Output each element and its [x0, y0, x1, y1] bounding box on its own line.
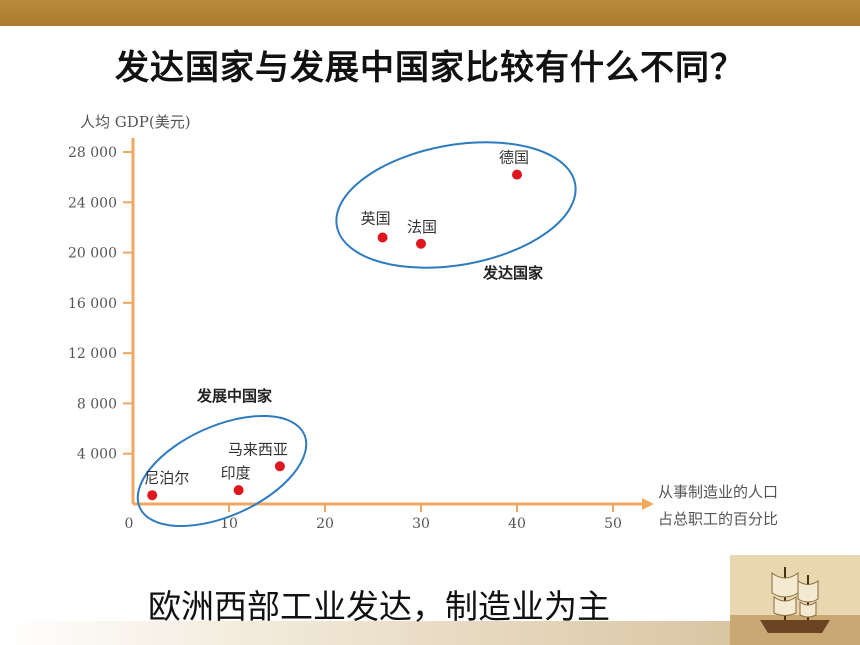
data-point-label: 法国: [407, 218, 437, 236]
y-axis-label: 人均 GDP(美元): [80, 113, 191, 131]
data-point: [147, 490, 158, 501]
y-tick-label: 4 000: [77, 447, 117, 463]
x-tick-label: 20: [316, 516, 334, 532]
y-tick-label: 16 000: [68, 296, 117, 312]
x-tick-label: 30: [412, 516, 430, 532]
page-title: 发达国家与发展中国家比较有什么不同？: [115, 48, 745, 88]
y-tick-label: 12 000: [68, 346, 117, 362]
x-axis-label-line1: 从事制造业的人口: [658, 483, 778, 501]
data-point-label: 德国: [499, 149, 529, 167]
data-point: [274, 461, 285, 472]
x-tick-label: 40: [508, 516, 526, 532]
y-tick-label: 28 000: [68, 145, 117, 161]
x-tick-label: 50: [604, 516, 622, 532]
data-point: [416, 238, 426, 249]
x-tick-label: 10: [220, 516, 238, 532]
developed-group-ellipse: [335, 141, 577, 269]
map-decor-strip: [0, 621, 860, 645]
data-point-label: 尼泊尔: [144, 469, 189, 487]
x-axis-label-line2: 占总职工的百分比: [658, 510, 778, 528]
x-tick-label: 0: [125, 516, 134, 532]
data-point: [233, 485, 244, 496]
data-point: [377, 232, 388, 243]
ship-icon: [730, 555, 860, 645]
developing-group-label: 发展中国家: [196, 387, 272, 405]
data-point: [512, 169, 522, 180]
y-tick-label: 20 000: [68, 246, 117, 262]
developing-group-ellipse: [136, 414, 308, 528]
caption-text: 欧洲西部工业发达，制造业为主: [148, 587, 610, 626]
y-tick-label: 8 000: [77, 396, 117, 412]
data-point-label: 英国: [361, 209, 391, 227]
data-point-label: 马来西亚: [228, 440, 288, 458]
x-axis-arrow: [642, 498, 654, 510]
developed-group-label: 发达国家: [482, 264, 543, 282]
data-point-label: 印度: [221, 464, 251, 482]
top-decor-band: [0, 0, 860, 26]
y-tick-label: 24 000: [68, 195, 117, 211]
